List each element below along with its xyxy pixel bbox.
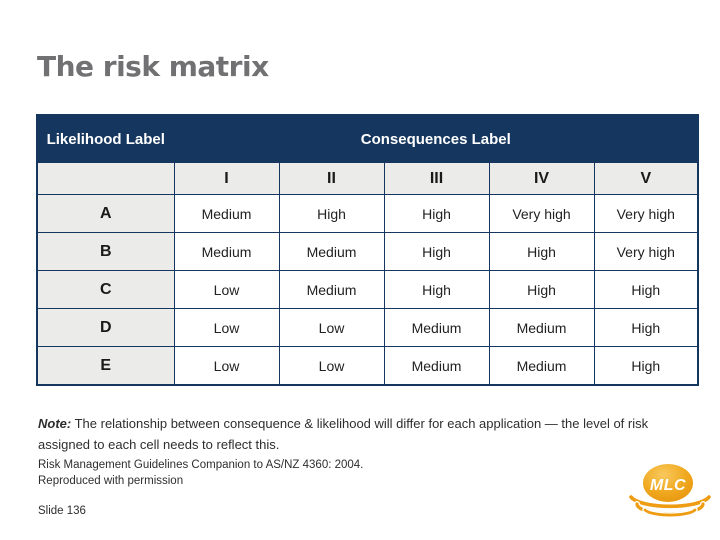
cell-B-I: Medium <box>173 232 280 271</box>
note-paragraph: Note: The relationship between consequen… <box>38 414 683 456</box>
table-header-row: Likelihood Label Consequences Label <box>36 114 699 163</box>
cell-D-II: Low <box>278 308 385 347</box>
cell-B-II: Medium <box>278 232 385 271</box>
cell-E-III: Medium <box>383 346 490 386</box>
risk-matrix-table: Likelihood Label Consequences Label I II… <box>36 114 700 386</box>
row-label-C: C <box>36 270 175 309</box>
cell-D-V: High <box>593 308 699 347</box>
cell-D-I: Low <box>173 308 280 347</box>
table-row-B: B Medium Medium High High Very high <box>36 232 699 271</box>
row-label-D: D <box>36 308 175 347</box>
cell-B-IV: High <box>488 232 595 271</box>
row-label-A: A <box>36 194 175 233</box>
cell-C-IV: High <box>488 270 595 309</box>
note-label: Note: <box>38 416 72 431</box>
slide-number: Slide 136 <box>38 505 86 517</box>
cell-A-III: High <box>383 194 490 233</box>
note-text: The relationship between consequence & l… <box>38 416 649 452</box>
column-header-V: V <box>593 162 699 195</box>
cell-C-II: Medium <box>278 270 385 309</box>
cell-E-IV: Medium <box>488 346 595 386</box>
attribution: Risk Management Guidelines Companion to … <box>38 458 363 489</box>
cell-A-I: Medium <box>173 194 280 233</box>
cell-A-V: Very high <box>593 194 699 233</box>
column-header-III: III <box>383 162 490 195</box>
consequences-label-header: Consequences Label <box>173 114 699 163</box>
table-row-C: C Low Medium High High High <box>36 270 699 309</box>
cell-C-V: High <box>593 270 699 309</box>
column-header-row: I II III IV V <box>36 162 699 195</box>
cell-D-III: Medium <box>383 308 490 347</box>
table-row-D: D Low Low Medium Medium High <box>36 308 699 347</box>
table-row-A: A Medium High High Very high Very high <box>36 194 699 233</box>
cell-B-III: High <box>383 232 490 271</box>
likelihood-label-header: Likelihood Label <box>36 114 175 163</box>
cell-B-V: Very high <box>593 232 699 271</box>
cell-A-IV: Very high <box>488 194 595 233</box>
attribution-line2: Reproduced with permission <box>38 474 184 487</box>
column-header-II: II <box>278 162 385 195</box>
column-header-IV: IV <box>488 162 595 195</box>
column-header-I: I <box>173 162 280 195</box>
table-row-E: E Low Low Medium Medium High <box>36 346 699 386</box>
cell-C-III: High <box>383 270 490 309</box>
nest-egg-icon: MLC <box>627 464 713 518</box>
cell-E-V: High <box>593 346 699 386</box>
cell-E-II: Low <box>278 346 385 386</box>
corner-cell <box>36 162 175 195</box>
cell-C-I: Low <box>173 270 280 309</box>
mlc-logo: MLC <box>627 464 713 518</box>
mlc-logo-text: MLC <box>650 477 686 494</box>
cell-D-IV: Medium <box>488 308 595 347</box>
row-label-B: B <box>36 232 175 271</box>
row-label-E: E <box>36 346 175 386</box>
page-title: The risk matrix <box>37 50 269 83</box>
cell-A-II: High <box>278 194 385 233</box>
attribution-line1: Risk Management Guidelines Companion to … <box>38 459 364 471</box>
cell-E-I: Low <box>173 346 280 386</box>
